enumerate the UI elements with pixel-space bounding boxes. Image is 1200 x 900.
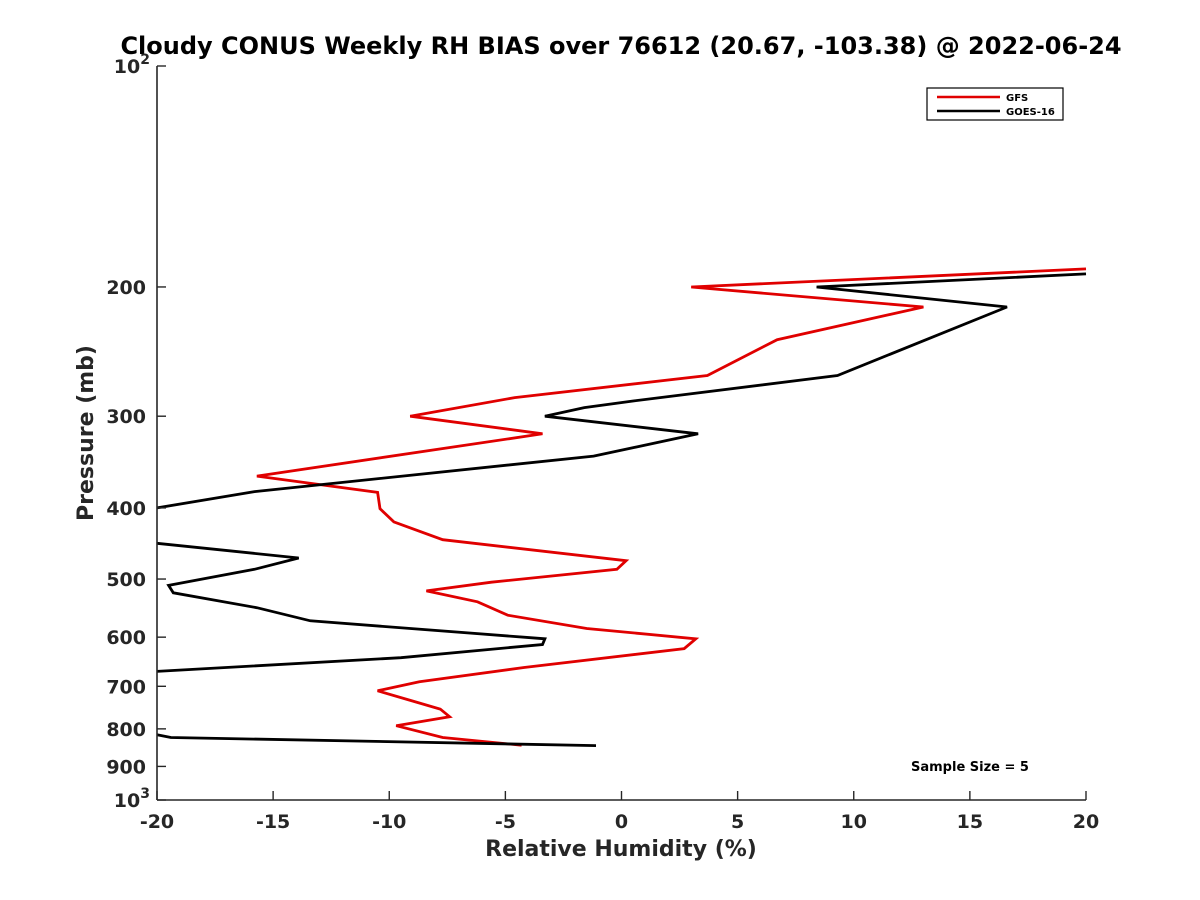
y-tick-label-base: 10 — [114, 790, 140, 812]
y-tick-label: 900 — [106, 756, 146, 778]
y-tick-label: 300 — [106, 406, 146, 428]
x-tick-label: 0 — [615, 811, 628, 833]
plot-background — [157, 66, 1086, 800]
y-tick-label-exponent: 2 — [140, 52, 150, 68]
series-line-gfs — [256, 267, 1087, 747]
legend-label-goes16: GOES-16 — [1006, 107, 1055, 118]
y-tick-label: 102 — [114, 52, 150, 78]
y-tick-label-base: 800 — [106, 719, 146, 741]
x-tick-label: -10 — [372, 811, 406, 833]
y-tick-label-base: 10 — [114, 56, 140, 78]
y-tick-label-base: 300 — [106, 406, 146, 428]
legend-label-gfs: GFS — [1006, 93, 1028, 104]
y-tick-label: 500 — [106, 569, 146, 591]
x-axis-label: Relative Humidity (%) — [485, 837, 757, 862]
y-tick-label: 400 — [106, 498, 146, 520]
x-tick-label: 5 — [731, 811, 744, 833]
y-tick-label-base: 200 — [106, 277, 146, 299]
x-tick-label: -15 — [256, 811, 290, 833]
x-tick-label: 10 — [841, 811, 867, 833]
legend-box — [926, 87, 1064, 121]
x-tick-label: -5 — [495, 811, 516, 833]
y-axis-label: Pressure (mb) — [74, 345, 99, 521]
x-axis-ticks: -20 -15 -10 -5 0 5 10 15 20 — [140, 791, 1099, 833]
y-tick-label-base: 700 — [106, 676, 146, 698]
y-tick-label: 800 — [106, 719, 146, 741]
legend: GFS GOES-16 — [926, 87, 1064, 121]
y-tick-label-base: 400 — [106, 498, 146, 520]
x-tick-label: 15 — [957, 811, 983, 833]
series-layer — [156, 267, 1087, 747]
y-tick-label-base: 600 — [106, 627, 146, 649]
y-tick-label: 600 — [106, 627, 146, 649]
y-tick-label: 700 — [106, 676, 146, 698]
series-line-goes16 — [156, 272, 1087, 747]
x-tick-label: -20 — [140, 811, 174, 833]
y-tick-label-base: 500 — [106, 569, 146, 591]
y-tick-label-base: 900 — [106, 756, 146, 778]
chart-title: Cloudy CONUS Weekly RH BIAS over 76612 (… — [120, 32, 1121, 60]
plot-area — [157, 66, 1086, 800]
y-tick-label: 103 — [114, 786, 150, 812]
x-tick-label: 20 — [1073, 811, 1099, 833]
y-tick-label: 200 — [106, 277, 146, 299]
sample-size-annotation: Sample Size = 5 — [911, 760, 1029, 775]
y-tick-label-exponent: 3 — [140, 786, 150, 802]
